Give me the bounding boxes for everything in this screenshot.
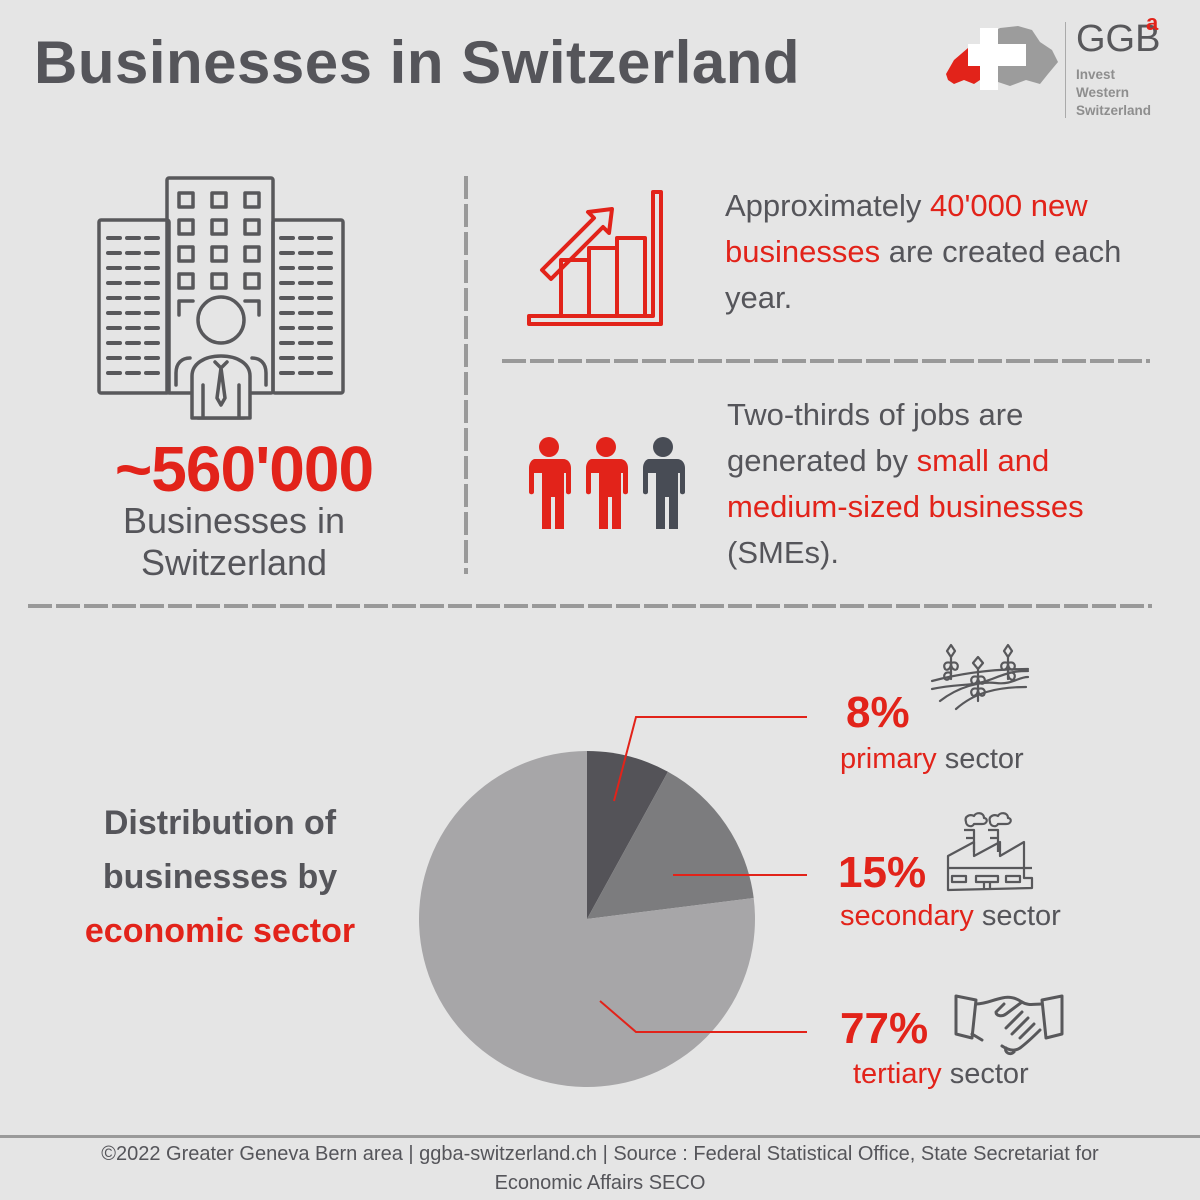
section-divider (28, 604, 1152, 608)
total-businesses-label: Businesses in Switzerland (122, 500, 346, 583)
leader-lines (599, 716, 807, 1033)
fact-highlight: 40'000 new businesses (725, 188, 1088, 269)
facts-divider (502, 359, 1150, 363)
secondary-pct: 15% (838, 848, 927, 897)
fact-highlight: small and medium-sized businesses (727, 443, 1084, 524)
logo-brand: GGB (1076, 18, 1161, 60)
vertical-divider (464, 176, 468, 574)
pie-slice-primary (587, 751, 668, 919)
total-businesses-value: ~560'000 (114, 433, 374, 505)
factory-icon (946, 812, 1034, 892)
pie-slice-secondary (587, 771, 754, 919)
logo-divider (1065, 22, 1066, 118)
handshake-icon (954, 994, 1064, 1056)
primary-label: primary sector (840, 743, 1024, 775)
swiss-map-cross-icon (946, 26, 1058, 90)
page-title: Businesses in Switzerland (34, 29, 801, 96)
wheat-field-icon (930, 643, 1030, 711)
tertiary-label: tertiary sector (853, 1058, 1029, 1090)
footer-credits: ©2022 Greater Geneva Bern area | ggba-sw… (101, 1143, 1099, 1194)
primary-pct: 8% (846, 688, 910, 737)
footer-divider (0, 1135, 1200, 1138)
logo: GGB a Invest Western Switzerland (940, 10, 1190, 120)
secondary-label: secondary sector (840, 900, 1061, 932)
tertiary-pct: 77% (840, 1004, 929, 1053)
logo-superscript: a (1146, 10, 1159, 35)
pie-slice-tertiary (419, 751, 756, 1087)
office-buildings-person-icon (97, 176, 345, 420)
distribution-title: Distribution of businesses by economic s… (84, 804, 356, 950)
fact-sme-jobs: Two-thirds of jobs are generated by smal… (727, 397, 1084, 570)
logo-tagline: Invest Western Switzerland (1076, 67, 1152, 118)
fact-new-businesses: Approximately 40'000 new businesses are … (725, 188, 1122, 315)
growth-bar-chart-icon (527, 190, 663, 326)
